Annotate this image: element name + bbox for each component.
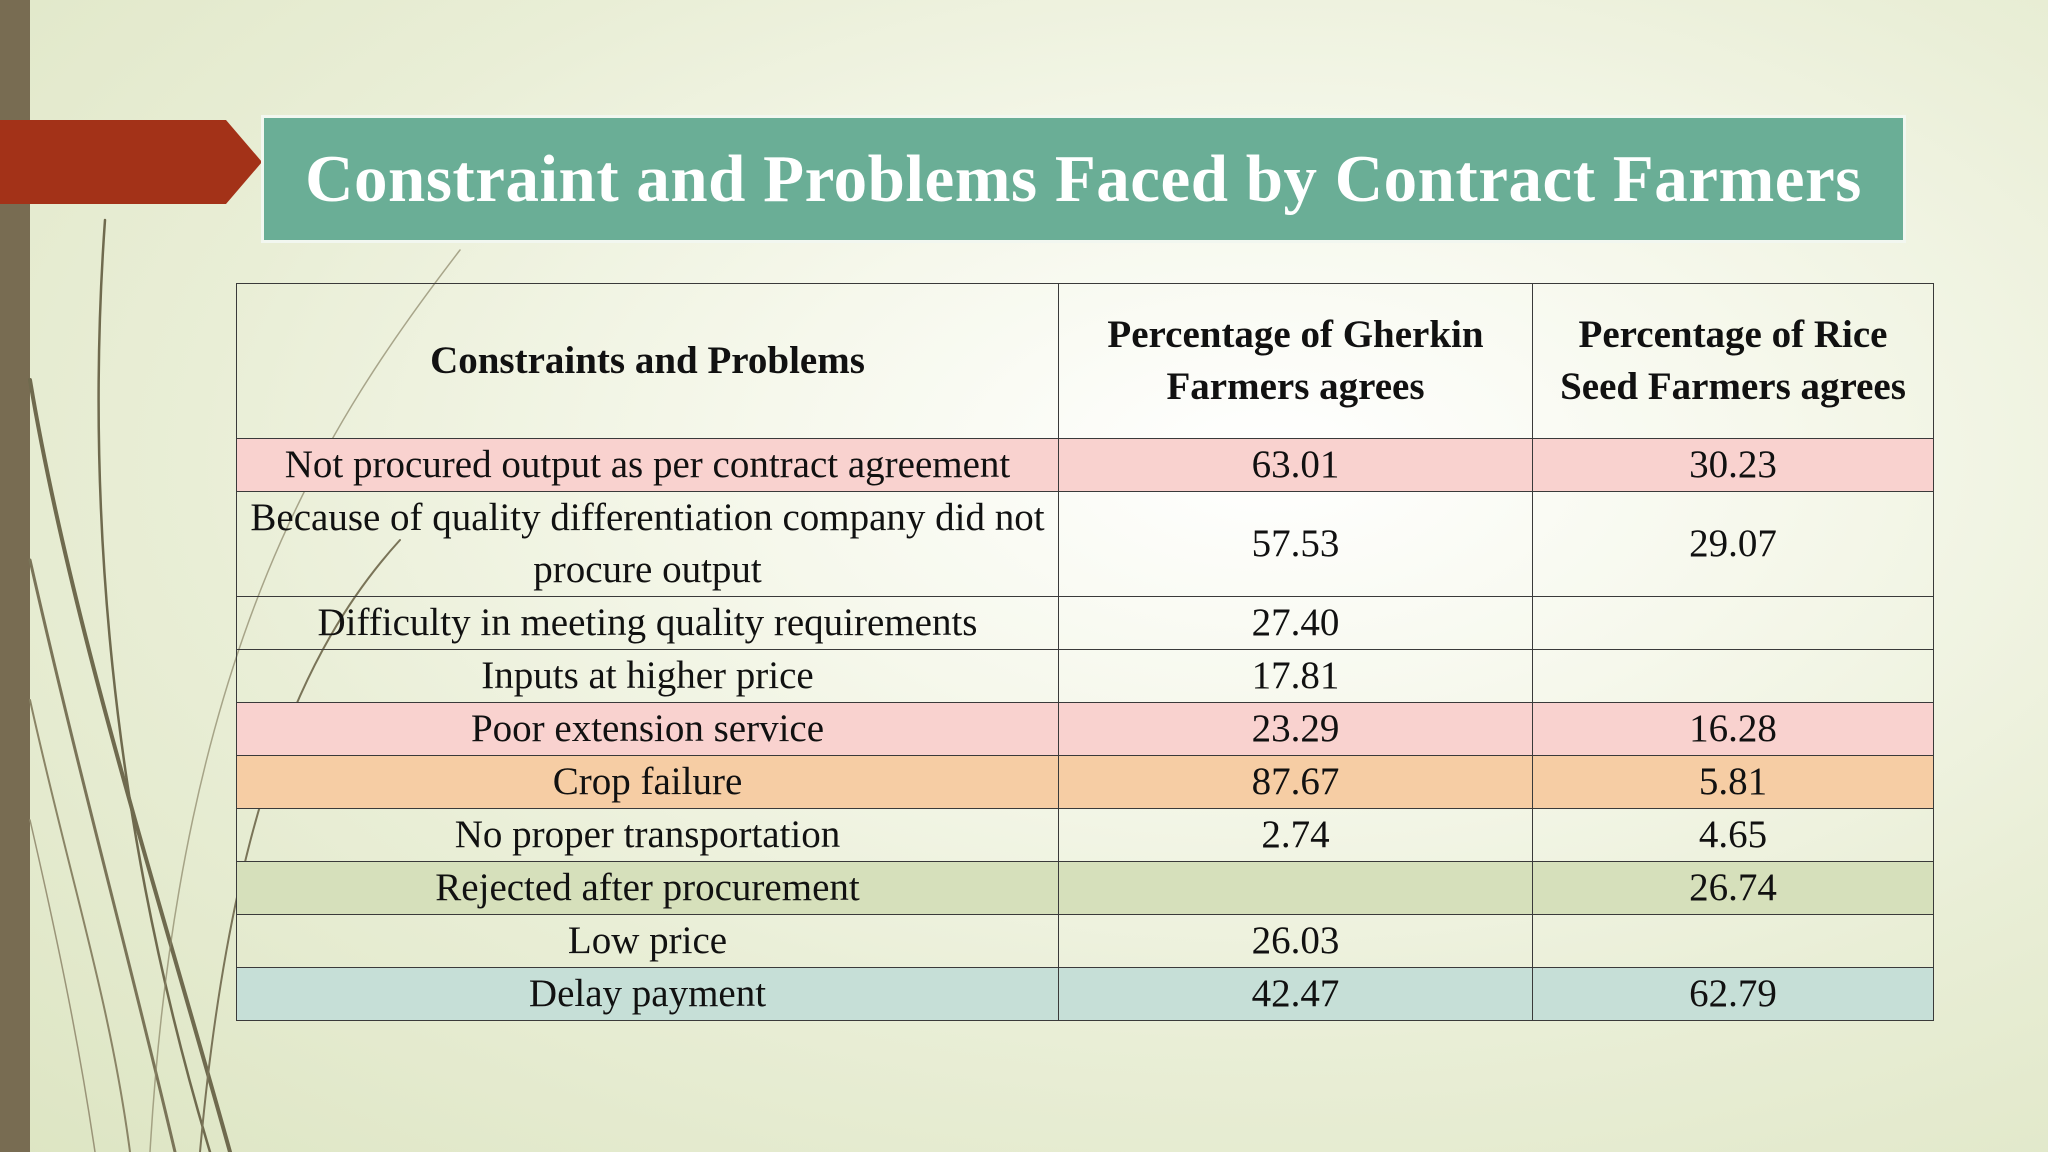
table-row: Low price 26.03 (236, 914, 1934, 968)
cell-problem: Inputs at higher price (236, 649, 1059, 703)
table-row: Delay payment 42.47 62.79 (236, 967, 1934, 1021)
title-banner: Constraint and Problems Faced by Contrac… (261, 115, 1906, 243)
cell-gherkin: 17.81 (1058, 649, 1533, 703)
cell-rice: 29.07 (1532, 491, 1934, 597)
table-row: Poor extension service 23.29 16.28 (236, 702, 1934, 756)
cell-problem: Because of quality differentiation compa… (236, 491, 1059, 597)
cell-problem: Poor extension service (236, 702, 1059, 756)
cell-rice (1532, 596, 1934, 650)
cell-rice: 62.79 (1532, 967, 1934, 1021)
header-gherkin: Percentage of Gherkin Farmers agrees (1058, 283, 1533, 439)
cell-rice (1532, 649, 1934, 703)
slide-title: Constraint and Problems Faced by Contrac… (305, 141, 1862, 216)
cell-problem: Not procured output as per contract agre… (236, 438, 1059, 492)
table-header-row: Constraints and Problems Percentage of G… (236, 283, 1934, 439)
table-row: Because of quality differentiation compa… (236, 491, 1934, 597)
cell-gherkin: 87.67 (1058, 755, 1533, 809)
cell-gherkin: 42.47 (1058, 967, 1533, 1021)
cell-gherkin (1058, 861, 1533, 915)
header-constraints: Constraints and Problems (236, 283, 1059, 439)
constraints-table: Constraints and Problems Percentage of G… (236, 283, 1934, 1021)
title-arrow-accent (0, 120, 262, 204)
cell-problem: Rejected after procurement (236, 861, 1059, 915)
cell-problem: Low price (236, 914, 1059, 968)
cell-rice: 5.81 (1532, 755, 1934, 809)
table-row: No proper transportation 2.74 4.65 (236, 808, 1934, 862)
cell-gherkin: 23.29 (1058, 702, 1533, 756)
cell-gherkin: 2.74 (1058, 808, 1533, 862)
cell-gherkin: 26.03 (1058, 914, 1533, 968)
table-row: Rejected after procurement 26.74 (236, 861, 1934, 915)
cell-problem: No proper transportation (236, 808, 1059, 862)
table-row: Not procured output as per contract agre… (236, 438, 1934, 492)
header-rice: Percentage of Rice Seed Farmers agrees (1532, 283, 1934, 439)
cell-problem: Crop failure (236, 755, 1059, 809)
cell-rice: 26.74 (1532, 861, 1934, 915)
cell-rice: 30.23 (1532, 438, 1934, 492)
table-row: Inputs at higher price 17.81 (236, 649, 1934, 703)
cell-problem: Delay payment (236, 967, 1059, 1021)
cell-gherkin: 57.53 (1058, 491, 1533, 597)
cell-problem: Difficulty in meeting quality requiremen… (236, 596, 1059, 650)
table-row: Crop failure 87.67 5.81 (236, 755, 1934, 809)
cell-rice: 4.65 (1532, 808, 1934, 862)
cell-rice: 16.28 (1532, 702, 1934, 756)
cell-rice (1532, 914, 1934, 968)
cell-gherkin: 63.01 (1058, 438, 1533, 492)
table-row: Difficulty in meeting quality requiremen… (236, 596, 1934, 650)
cell-gherkin: 27.40 (1058, 596, 1533, 650)
